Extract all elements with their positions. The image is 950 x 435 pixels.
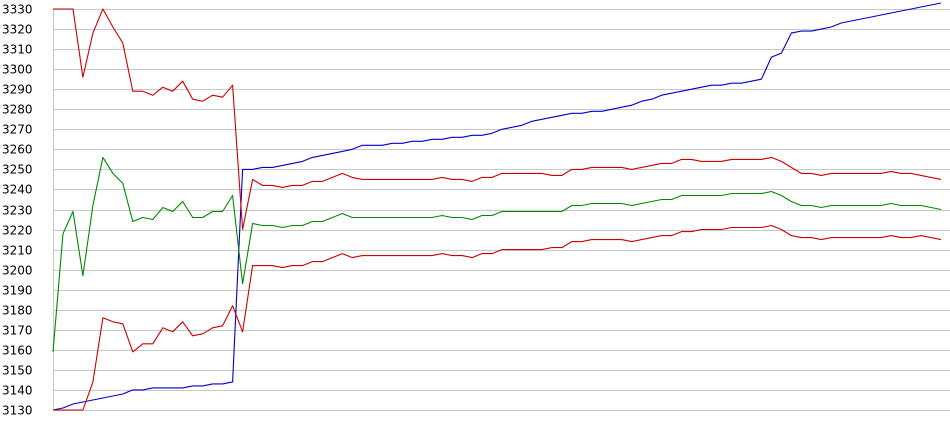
y-tick-label: 3270 xyxy=(2,123,33,137)
y-tick-label: 3210 xyxy=(2,244,33,258)
y-tick-label: 3300 xyxy=(2,63,33,77)
y-tick-label: 3180 xyxy=(2,304,33,318)
y-tick-label: 3190 xyxy=(2,284,33,298)
y-tick-label: 3200 xyxy=(2,264,33,278)
y-tick-label: 3240 xyxy=(2,183,33,197)
y-tick-label: 3160 xyxy=(2,344,33,358)
y-tick-label: 3140 xyxy=(2,384,33,398)
y-tick-label: 3320 xyxy=(2,23,33,37)
series-line-4 xyxy=(53,224,942,411)
series-lines xyxy=(52,2,942,411)
grid-lines xyxy=(53,9,950,411)
y-tick-label: 3260 xyxy=(2,143,33,157)
y-tick-label: 3250 xyxy=(2,163,33,177)
y-tick-label: 3170 xyxy=(2,324,33,338)
y-tick-label: 3220 xyxy=(2,224,33,238)
y-tick-label: 3280 xyxy=(2,103,33,117)
y-tick-label: 3150 xyxy=(2,364,33,378)
y-tick-label: 3230 xyxy=(2,204,33,218)
y-axis-tick-labels: 3130 3140 3150 3160 3170 3180 3190 3200 3210 3220… xyxy=(2,3,33,418)
series-line-1 xyxy=(52,2,942,411)
series-line-2 xyxy=(53,8,942,231)
y-tick-label: 3330 xyxy=(2,3,33,17)
y-tick-label: 3290 xyxy=(2,83,33,97)
y-tick-label: 3130 xyxy=(2,404,33,418)
series-line-3 xyxy=(52,156,942,352)
y-tick-label: 3310 xyxy=(2,43,33,57)
